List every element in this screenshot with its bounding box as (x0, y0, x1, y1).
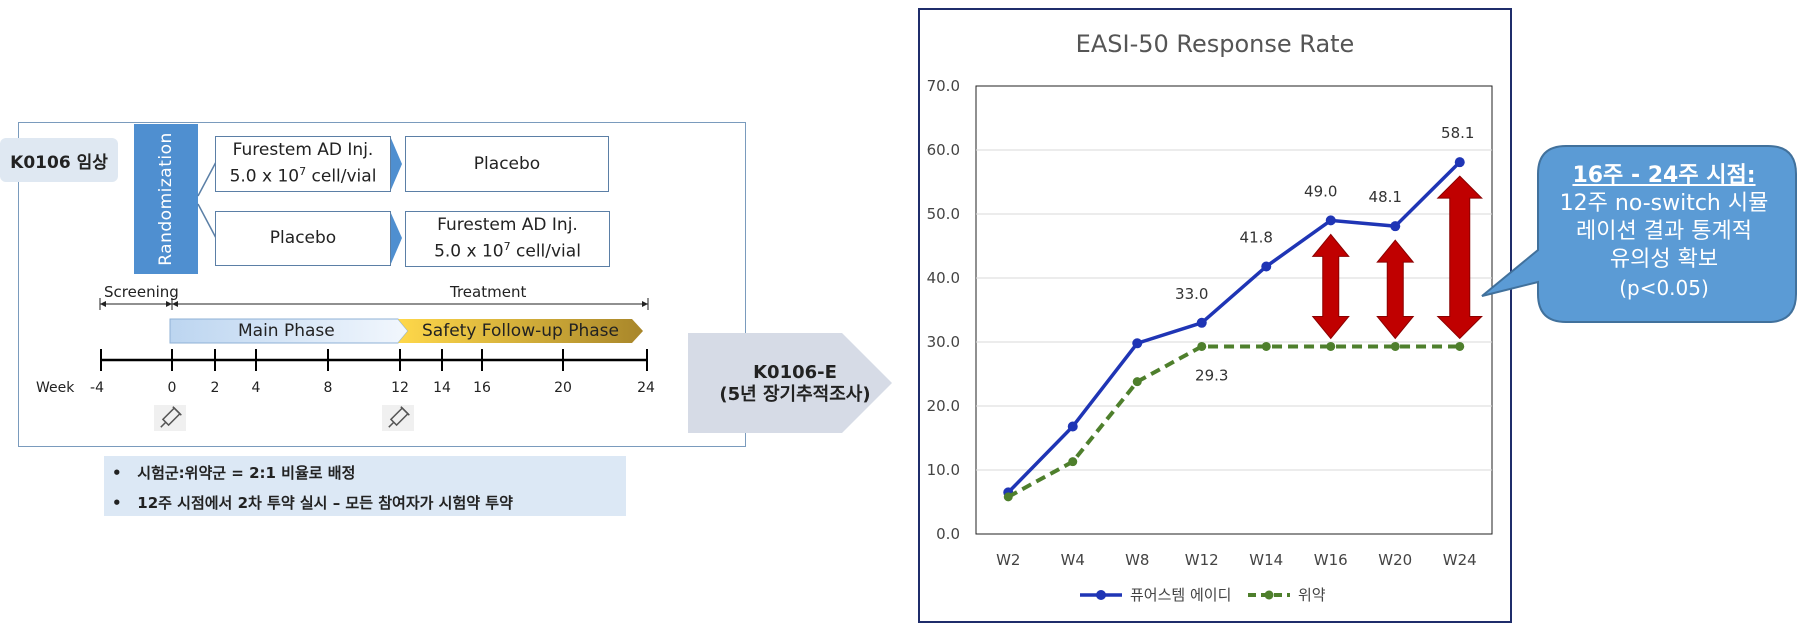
y-tick-label: 20.0 (927, 397, 960, 415)
week-tick-label: 16 (473, 380, 491, 396)
treatment-label: Treatment (450, 283, 527, 301)
difference-arrow (1436, 175, 1483, 340)
data-label: 41.8 (1240, 228, 1273, 246)
data-point (1326, 341, 1336, 351)
x-tick-label: W20 (1378, 551, 1412, 569)
data-label: 48.1 (1369, 188, 1402, 206)
y-tick-label: 0.0 (936, 525, 960, 543)
data-point (1003, 492, 1013, 502)
main-phase-label: Main Phase (238, 321, 335, 341)
extension-arrow-shape (688, 333, 892, 433)
arm2-drug-box: Furestem AD Inj. 5.0 x 107 cell/vial (405, 211, 610, 267)
arm2-placebo-box: Placebo (215, 211, 391, 266)
study-design-frame (18, 122, 746, 447)
chart-frame (918, 8, 1512, 623)
timeline-ticks (100, 349, 648, 371)
syringe-icon (382, 405, 414, 431)
week-tick-label: 20 (554, 380, 572, 396)
y-tick-label: 70.0 (927, 77, 960, 95)
x-tick-label: W16 (1314, 551, 1348, 569)
week-axis-label: Week (36, 380, 75, 396)
arm1-drug-box: Furestem AD Inj. 5.0 x 107 cell/vial (215, 136, 391, 192)
callout-text: 16주 - 24주 시점: 12주 no-switch 시뮬 레이션 결과 통계… (1546, 162, 1782, 302)
data-label: 29.3 (1195, 366, 1228, 384)
series-line (1007, 344, 1460, 499)
data-point (1197, 341, 1207, 351)
data-point (1261, 261, 1272, 272)
data-point (1325, 215, 1336, 226)
data-label: 49.0 (1304, 182, 1337, 200)
data-point (1454, 157, 1465, 168)
legend-label: 위약 (1298, 586, 1326, 604)
branch-line-lower (197, 203, 217, 239)
callout-line: (p<0.05) (1619, 276, 1709, 300)
series-line (1006, 160, 1461, 494)
data-point (1132, 377, 1142, 387)
callout-line: 12주 no-switch 시뮬 (1559, 191, 1769, 216)
legend-marker (1264, 590, 1274, 600)
x-tick-label: W8 (1125, 551, 1149, 569)
y-tick-label: 30.0 (927, 333, 960, 351)
legend-label: 퓨어스템 에이디 (1130, 586, 1231, 604)
data-label: 33.0 (1175, 285, 1208, 303)
extension-study-label: K0106-E (5년 장기추적조사) (719, 362, 871, 405)
data-point (1390, 341, 1400, 351)
week-tick-label: 2 (210, 380, 220, 396)
data-label: 58.1 (1441, 124, 1474, 142)
x-tick-label: W14 (1249, 551, 1283, 569)
week-tick-label: 8 (323, 380, 333, 396)
y-tick-label: 40.0 (927, 269, 960, 287)
legend-marker (1096, 590, 1106, 600)
difference-arrow (1311, 233, 1350, 340)
y-tick-label: 60.0 (927, 141, 960, 159)
study-label: K0106 임상 (0, 138, 118, 182)
x-tick-label: W4 (1061, 551, 1085, 569)
randomization-block: Randomization (134, 124, 198, 274)
callout-title: 16주 - 24주 시점: (1572, 163, 1756, 188)
callout-line: 레이션 결과 통계적 (1576, 219, 1752, 244)
data-point (1067, 421, 1078, 432)
note-item: • 시험군:위약군 = 2:1 비율로 배정 (112, 464, 356, 482)
plot-area (975, 85, 1493, 535)
y-tick-label: 50.0 (927, 205, 960, 223)
week-tick-label: 12 (391, 380, 409, 396)
data-point (1261, 341, 1271, 351)
x-tick-label: W12 (1185, 551, 1219, 569)
data-point (1196, 317, 1207, 328)
branch-line-upper (197, 161, 217, 197)
callout-line: 유의성 확보 (1609, 247, 1719, 272)
x-tick-label: W24 (1443, 551, 1477, 569)
x-tick-label: W2 (996, 551, 1020, 569)
syringe-icon (154, 405, 186, 431)
y-tick-label: 10.0 (927, 461, 960, 479)
note-item: • 12주 시점에서 2차 투약 실시 – 모든 참여자가 시험약 투약 (112, 494, 513, 512)
data-point (1455, 341, 1465, 351)
difference-arrow (1376, 239, 1415, 340)
week-tick-label: 4 (251, 380, 261, 396)
data-point (1132, 338, 1143, 349)
arrow-chevron-upper (390, 136, 402, 192)
arrow-chevron-lower (390, 211, 402, 266)
data-point (1068, 457, 1078, 467)
week-tick-label: 14 (433, 380, 451, 396)
safety-phase-label: Safety Follow-up Phase (422, 321, 619, 341)
week-tick-label: -4 (90, 380, 104, 396)
arm1-placebo-box: Placebo (405, 136, 609, 192)
chart-title: EASI-50 Response Rate (1075, 30, 1355, 58)
screening-label: Screening (104, 283, 179, 301)
data-point (1390, 221, 1401, 232)
week-tick-label: 0 (167, 380, 177, 396)
study-notes: • 시험군:위약군 = 2:1 비율로 배정 • 12주 시점에서 2차 투약 … (104, 456, 626, 516)
safety-phase-bar (398, 319, 643, 343)
week-tick-label: 24 (637, 380, 655, 396)
